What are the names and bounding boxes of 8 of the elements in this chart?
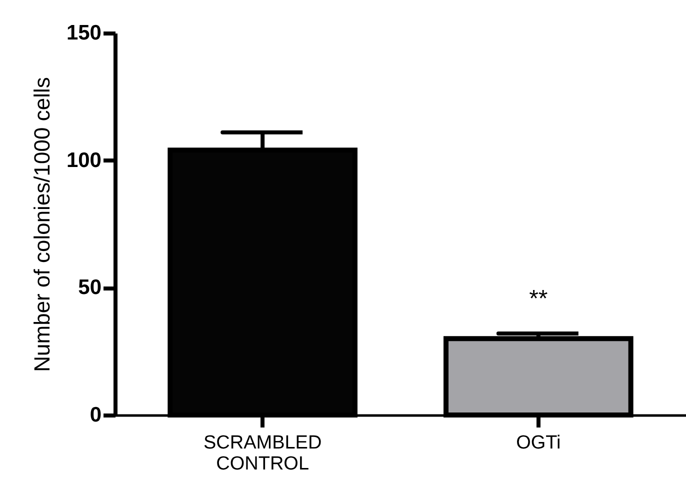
y-tick-label: 150 [66, 22, 102, 44]
annotation: ** [529, 286, 548, 313]
y-tick-label: 0 [90, 404, 102, 426]
y-tick-label: 50 [78, 276, 102, 300]
x-tick-label: SCRAMBLED CONTROL [203, 432, 322, 474]
y-axis-title: Number of colonies/1000 cells [29, 77, 54, 372]
x-tick-label: OGTi [516, 432, 561, 454]
y-tick-label: 100 [66, 148, 102, 172]
